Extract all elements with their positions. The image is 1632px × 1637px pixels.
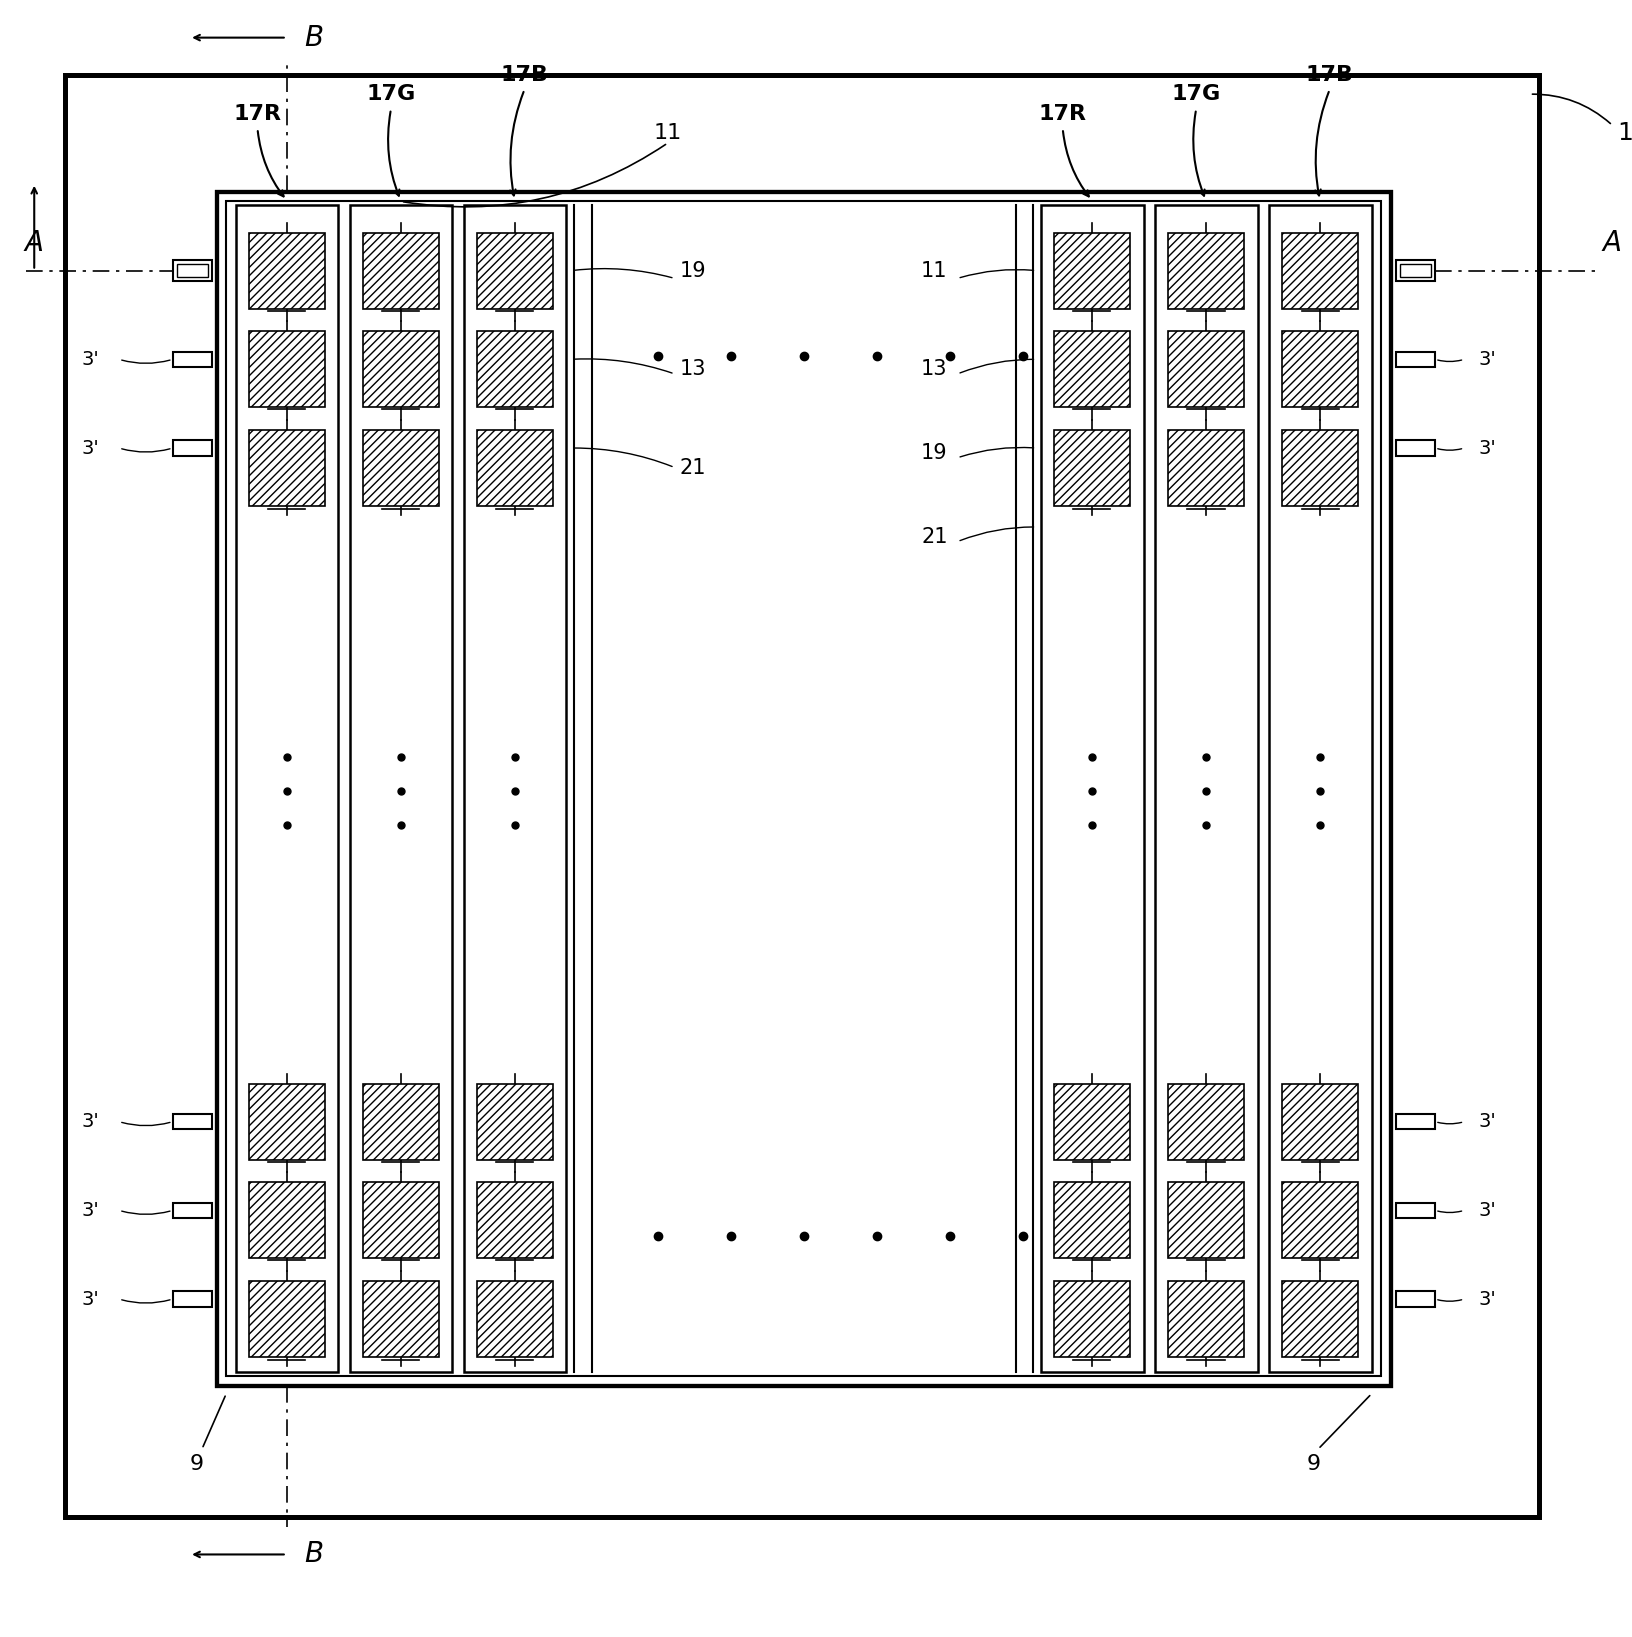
Bar xyxy=(173,440,212,455)
Text: 17G: 17G xyxy=(1172,83,1221,105)
Bar xyxy=(477,429,553,506)
Bar xyxy=(1395,352,1435,367)
Text: 17B: 17B xyxy=(1306,65,1355,85)
Bar xyxy=(248,429,325,506)
Text: 3': 3' xyxy=(82,350,100,368)
Bar xyxy=(1395,1113,1435,1130)
Bar xyxy=(1169,331,1244,408)
Text: B: B xyxy=(304,1540,323,1568)
Bar xyxy=(1054,1182,1129,1259)
Bar xyxy=(1283,1084,1358,1159)
Bar xyxy=(477,1084,553,1159)
Text: A: A xyxy=(1603,229,1622,257)
Text: B: B xyxy=(304,23,323,52)
Text: 3': 3' xyxy=(82,1290,100,1308)
Text: 3': 3' xyxy=(1479,1202,1497,1220)
Bar xyxy=(237,205,338,1372)
Bar xyxy=(248,1084,325,1159)
Bar xyxy=(1169,429,1244,506)
Bar xyxy=(1054,1280,1129,1357)
Bar xyxy=(1169,1182,1244,1259)
Bar xyxy=(173,352,212,367)
Bar xyxy=(362,331,439,408)
Text: 3': 3' xyxy=(82,439,100,457)
Text: 17G: 17G xyxy=(367,83,416,105)
Bar xyxy=(1395,1292,1435,1306)
Text: 11: 11 xyxy=(920,260,948,280)
Text: 3': 3' xyxy=(1479,1290,1497,1308)
Bar xyxy=(173,1113,212,1130)
Bar xyxy=(362,429,439,506)
Bar xyxy=(351,205,452,1372)
Text: 3': 3' xyxy=(82,1112,100,1131)
Bar xyxy=(227,201,1381,1377)
Text: A: A xyxy=(24,229,44,257)
Bar xyxy=(1283,429,1358,506)
Text: 21: 21 xyxy=(679,457,707,478)
Bar xyxy=(477,331,553,408)
Bar xyxy=(1283,1280,1358,1357)
Bar xyxy=(217,192,1390,1387)
Bar xyxy=(173,260,212,282)
Bar xyxy=(1169,1280,1244,1357)
Bar xyxy=(1395,440,1435,455)
Bar xyxy=(477,232,553,309)
Bar xyxy=(1155,205,1258,1372)
Bar xyxy=(176,264,207,277)
Bar xyxy=(1283,331,1358,408)
Text: 17B: 17B xyxy=(501,65,548,85)
Bar xyxy=(248,232,325,309)
Bar xyxy=(1054,331,1129,408)
Text: 3': 3' xyxy=(1479,439,1497,457)
Text: 13: 13 xyxy=(679,359,707,380)
Bar xyxy=(1054,429,1129,506)
Bar xyxy=(1041,205,1144,1372)
Text: 21: 21 xyxy=(920,527,948,547)
Text: 9: 9 xyxy=(189,1454,204,1473)
Bar xyxy=(362,1084,439,1159)
Bar xyxy=(1400,264,1431,277)
Bar xyxy=(1395,260,1435,282)
Bar xyxy=(1054,1084,1129,1159)
Bar xyxy=(1395,1203,1435,1218)
Bar xyxy=(1283,232,1358,309)
Bar xyxy=(477,1280,553,1357)
Bar xyxy=(248,1182,325,1259)
Text: 3': 3' xyxy=(82,1202,100,1220)
Bar xyxy=(1270,205,1373,1372)
Bar xyxy=(173,1203,212,1218)
Text: 11: 11 xyxy=(654,123,682,142)
Text: 3': 3' xyxy=(1479,350,1497,368)
Text: 1: 1 xyxy=(1617,121,1632,146)
Bar xyxy=(1169,232,1244,309)
Bar xyxy=(1283,1182,1358,1259)
Bar xyxy=(248,1280,325,1357)
Bar xyxy=(1054,232,1129,309)
Text: 17R: 17R xyxy=(233,103,281,124)
Bar xyxy=(362,232,439,309)
Text: 9: 9 xyxy=(1306,1454,1320,1473)
Text: 19: 19 xyxy=(679,260,707,280)
Bar xyxy=(1169,1084,1244,1159)
Bar xyxy=(248,331,325,408)
Bar xyxy=(217,192,1390,1387)
Bar xyxy=(477,1182,553,1259)
Text: 3': 3' xyxy=(1479,1112,1497,1131)
Bar xyxy=(463,205,566,1372)
Text: 13: 13 xyxy=(920,359,948,380)
Text: 17R: 17R xyxy=(1038,103,1087,124)
Text: 19: 19 xyxy=(920,444,948,463)
Bar xyxy=(173,1292,212,1306)
Bar xyxy=(362,1182,439,1259)
Bar xyxy=(362,1280,439,1357)
